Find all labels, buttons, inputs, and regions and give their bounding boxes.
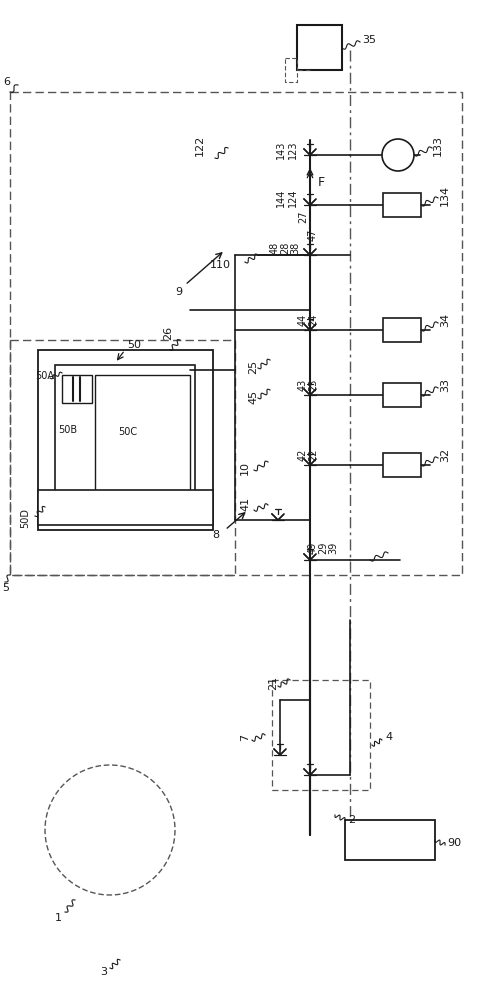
Text: 47: 47 — [308, 229, 318, 241]
Bar — [55, 365, 195, 505]
Text: 22: 22 — [308, 449, 318, 461]
Text: 110: 110 — [210, 260, 231, 270]
Bar — [38, 350, 213, 530]
Text: 50C: 50C — [118, 427, 137, 437]
Text: 7: 7 — [240, 733, 250, 741]
Text: 5: 5 — [2, 583, 9, 593]
Text: 144: 144 — [276, 189, 286, 207]
Text: 35: 35 — [362, 35, 376, 45]
Text: 34: 34 — [440, 313, 450, 327]
Text: 50B: 50B — [58, 425, 77, 435]
Text: 124: 124 — [288, 189, 298, 207]
Text: 133: 133 — [433, 134, 443, 155]
Text: 143: 143 — [276, 141, 286, 159]
Text: 3: 3 — [100, 967, 107, 977]
Text: 25: 25 — [248, 360, 258, 374]
Bar — [383, 383, 421, 407]
Text: 9: 9 — [175, 287, 182, 297]
Text: 42: 42 — [298, 449, 308, 461]
Text: 27: 27 — [298, 211, 308, 223]
Text: 23: 23 — [308, 379, 318, 391]
Bar — [38, 490, 213, 525]
Text: 21: 21 — [268, 676, 278, 690]
Text: 32: 32 — [440, 448, 450, 462]
Text: 45: 45 — [248, 390, 258, 404]
Text: 28: 28 — [280, 242, 290, 254]
Text: 90: 90 — [447, 838, 461, 848]
Text: 8: 8 — [212, 530, 219, 540]
Text: 50D: 50D — [20, 508, 30, 528]
Bar — [345, 820, 435, 860]
Text: 48: 48 — [270, 242, 280, 254]
Text: 26: 26 — [163, 326, 173, 340]
Text: 41: 41 — [240, 497, 250, 511]
Text: 39: 39 — [328, 542, 338, 554]
Text: 50A: 50A — [35, 371, 54, 381]
Circle shape — [382, 139, 414, 171]
Bar — [95, 375, 190, 500]
Text: 4: 4 — [385, 732, 392, 742]
Text: 38: 38 — [290, 242, 300, 254]
Text: 44: 44 — [298, 314, 308, 326]
Bar — [297, 25, 342, 70]
Text: 1: 1 — [55, 913, 62, 923]
Text: 49: 49 — [308, 542, 318, 554]
Text: 24: 24 — [308, 314, 318, 326]
Text: 2: 2 — [348, 815, 355, 825]
Text: 33: 33 — [440, 378, 450, 392]
Text: 50: 50 — [127, 340, 141, 350]
Bar — [383, 318, 421, 342]
Bar — [383, 453, 421, 477]
Bar — [62, 375, 92, 403]
Text: 43: 43 — [298, 379, 308, 391]
Text: 6: 6 — [3, 77, 10, 87]
Text: 122: 122 — [195, 134, 205, 156]
Bar — [383, 193, 421, 217]
Text: 134: 134 — [440, 184, 450, 206]
Text: 10: 10 — [240, 461, 250, 475]
Text: 29: 29 — [318, 542, 328, 554]
Text: 123: 123 — [288, 141, 298, 159]
Text: F: F — [318, 176, 325, 188]
